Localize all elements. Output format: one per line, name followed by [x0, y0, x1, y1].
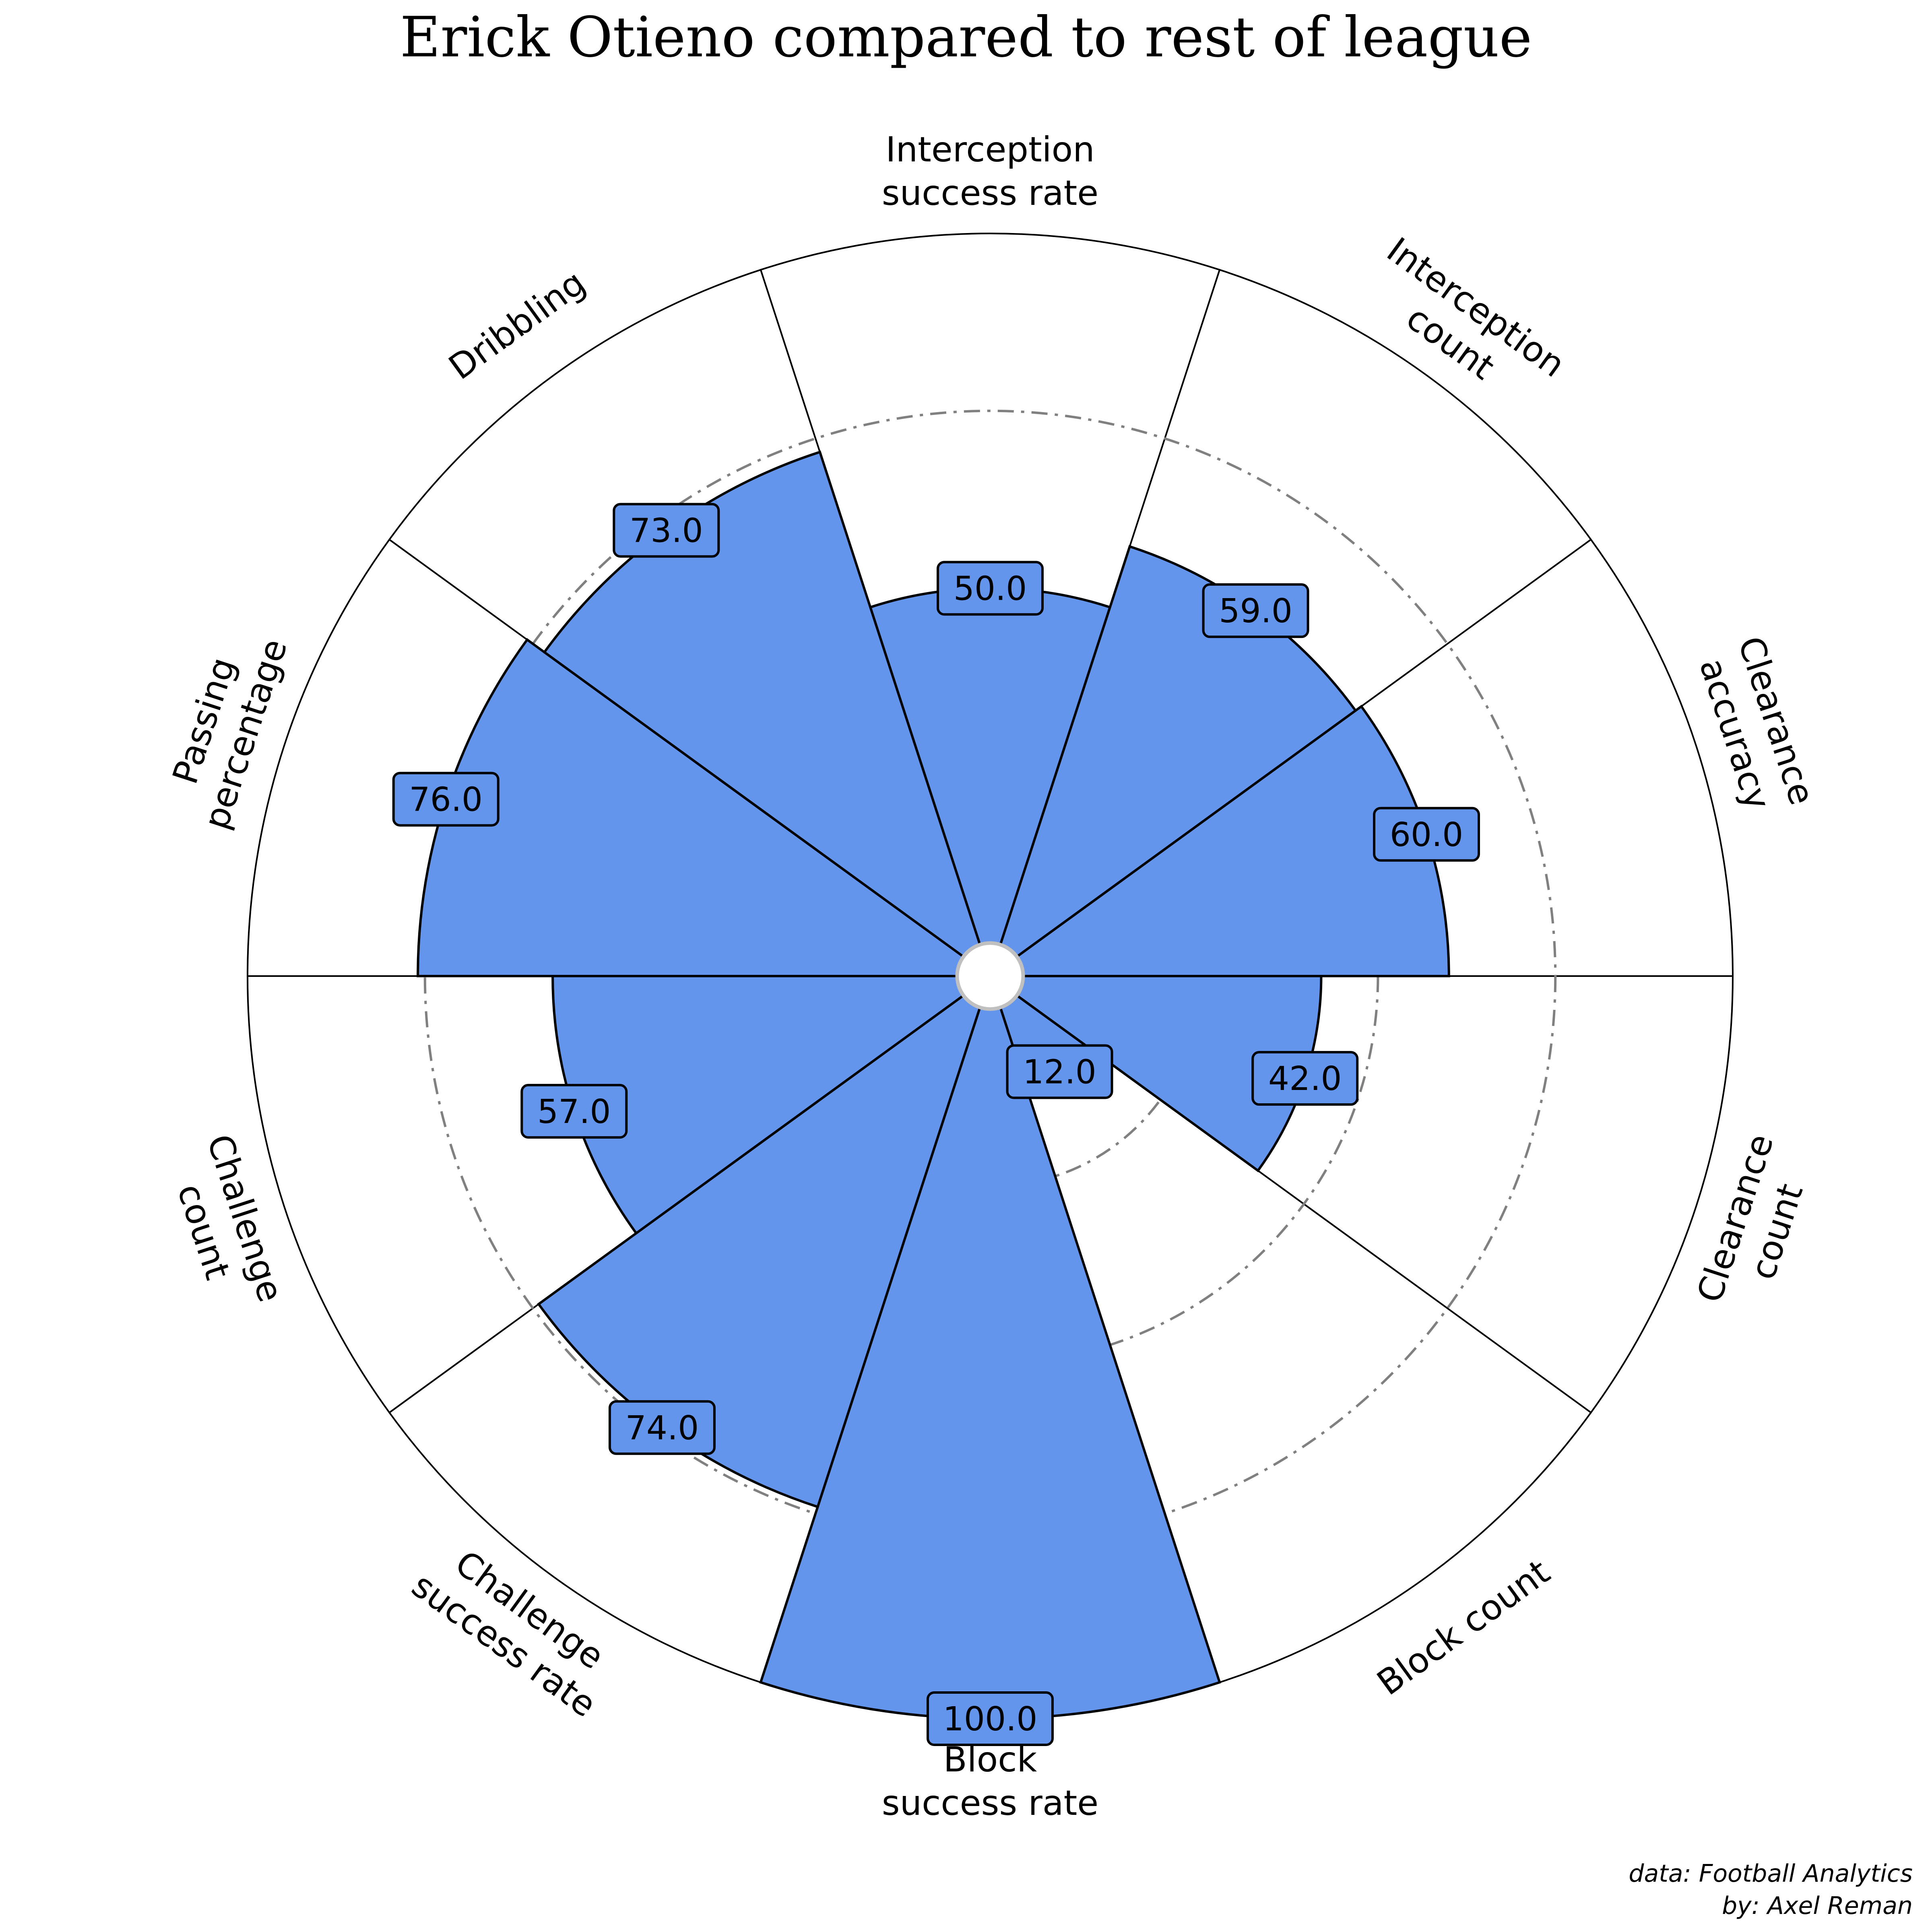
value-label: 76.0 — [409, 781, 483, 819]
value-label: 74.0 — [625, 1409, 699, 1447]
value-label-box — [613, 503, 720, 558]
chart-title: Erick Otieno compared to rest of league — [400, 5, 1532, 70]
value-label-box — [1006, 1044, 1113, 1099]
value-label-box — [937, 561, 1044, 616]
center-circle — [955, 941, 1025, 1011]
credit-author: by: Axel Reman — [1722, 1892, 1913, 1920]
value-label: 50.0 — [954, 570, 1027, 608]
value-label-box — [1202, 583, 1309, 638]
category-label-line: Block — [943, 1740, 1037, 1780]
value-label: 42.0 — [1268, 1060, 1342, 1098]
value-label: 60.0 — [1390, 816, 1463, 854]
value-label: 59.0 — [1219, 592, 1292, 630]
value-label: 57.0 — [537, 1093, 611, 1131]
category-label-line: Interception — [886, 130, 1095, 170]
value-label: 12.0 — [1023, 1053, 1096, 1091]
credit-source: data: Football Analytics — [1629, 1860, 1913, 1888]
value-label-box — [392, 772, 500, 827]
value-label-box — [608, 1400, 716, 1455]
category-label-line: success rate — [882, 173, 1098, 213]
value-labels: 50.0 59.0 60.0 42.0 12.0 100.0 74.0 57.0 76.0 73.… — [392, 503, 1480, 1746]
slice-layer — [417, 450, 1450, 1720]
value-label-box — [927, 1691, 1054, 1746]
category-label-line: success rate — [882, 1783, 1098, 1823]
value-label-box — [520, 1084, 628, 1139]
value-label: 73.0 — [630, 512, 703, 550]
value-label: 100.0 — [943, 1700, 1038, 1738]
slice-background — [989, 974, 1592, 1684]
value-label-box — [1251, 1051, 1359, 1106]
value-label-box — [1373, 807, 1480, 862]
